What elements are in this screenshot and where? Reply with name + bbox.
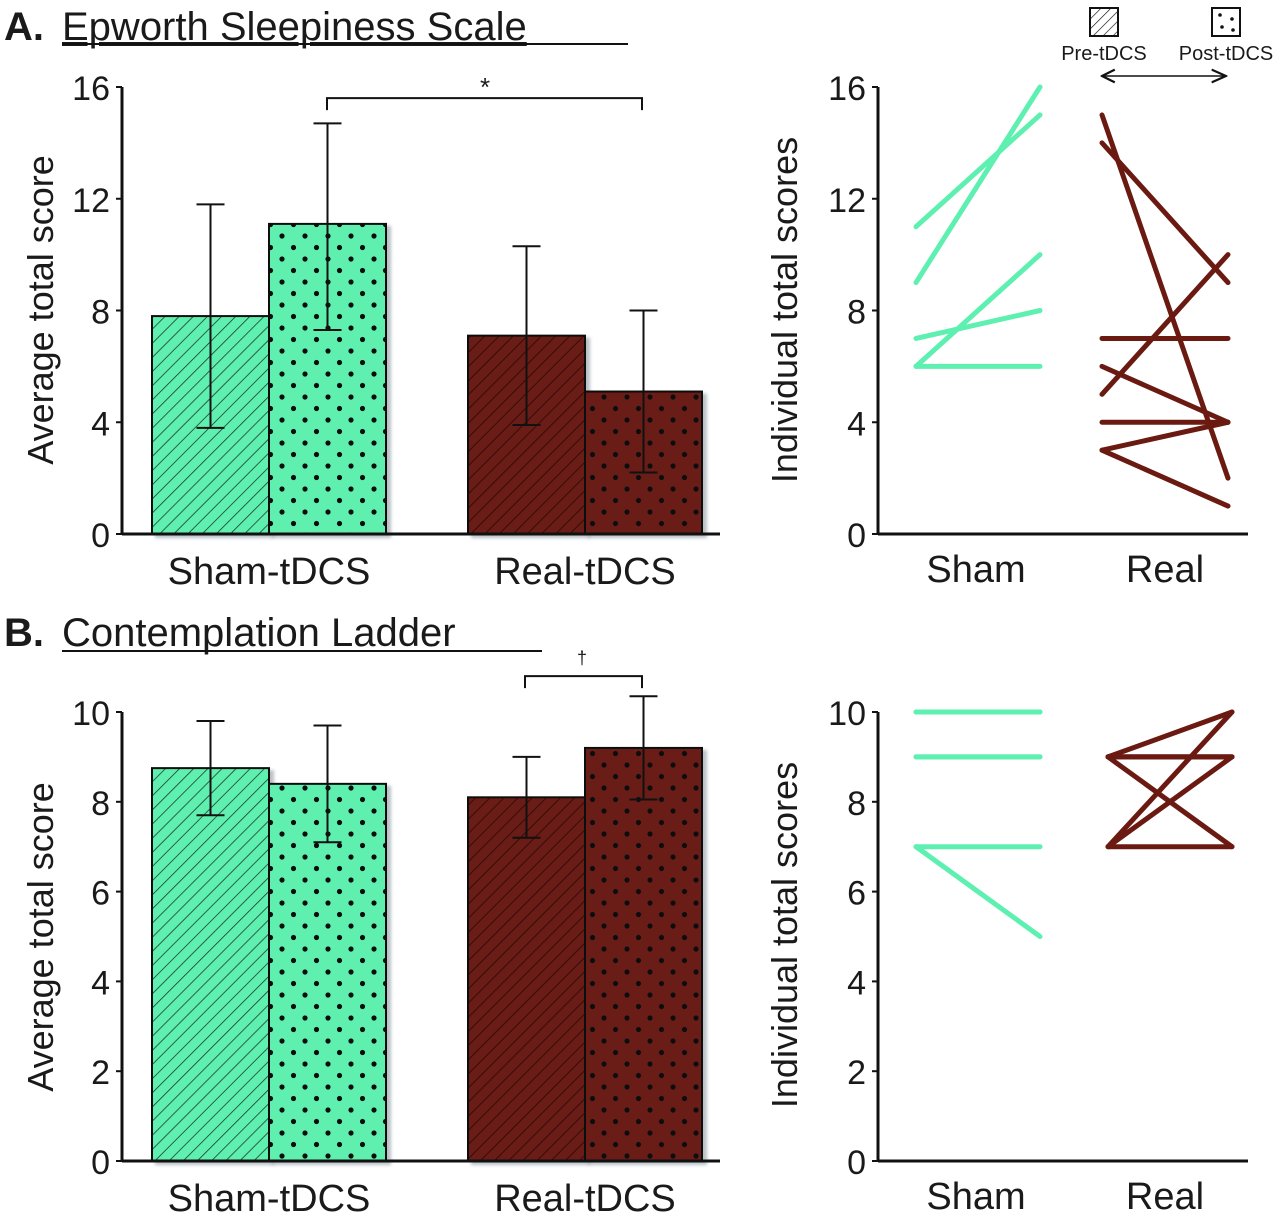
x-category-label: Sham [926, 549, 1025, 591]
y-tick-label: 4 [91, 964, 110, 1002]
x-category-label: Real-tDCS [494, 1178, 676, 1216]
subject-line [1105, 709, 1235, 760]
y-tick-label: 8 [847, 294, 866, 332]
subject-line [913, 308, 1043, 341]
panel-a-title: A. Epworth Sleepiness Scale [4, 5, 628, 49]
bar [584, 746, 703, 1162]
y-tick-label: 6 [847, 875, 866, 913]
y-axis-label: Average total score [20, 155, 61, 465]
y-tick-label: 16 [828, 70, 866, 108]
subject-line [1099, 112, 1231, 481]
significance-bracket [524, 675, 643, 689]
chart-b-bar: Average total score † Sham-tDCS Real-tDCS… [20, 648, 720, 1216]
y-tick-label: 16 [72, 70, 110, 108]
y-tick-label: 8 [91, 785, 110, 823]
y-tick-label: 4 [847, 964, 866, 1002]
significance-bracket [326, 97, 643, 111]
subject-line [1099, 447, 1231, 509]
y-tick-label: 8 [91, 294, 110, 332]
legend-post-dot [1218, 13, 1222, 17]
x-category-label: Real [1126, 549, 1204, 591]
legend-pre-swatch [1089, 7, 1119, 37]
y-tick-label: 0 [91, 517, 110, 555]
legend-post-label: Post-tDCS [1179, 43, 1273, 65]
x-category-label: Real-tDCS [494, 551, 676, 593]
legend-post-swatch [1211, 7, 1241, 37]
x-category-label: Sham [926, 1176, 1025, 1216]
subject-line [913, 844, 1043, 939]
subject-line [1099, 140, 1231, 286]
legend-post-dot [1220, 25, 1224, 29]
y-tick-label: 0 [847, 517, 866, 555]
y-axis-label: Individual total scores [764, 762, 805, 1108]
chart-a-bar: Average total score * Sham-tDCS Real-tDCS… [20, 70, 720, 593]
subject-line [1099, 363, 1231, 425]
y-tick-label: 2 [91, 1054, 110, 1092]
y-tick-label: 6 [91, 875, 110, 913]
bar [268, 782, 387, 1163]
panel-b-title: B. Contemplation Ladder [4, 611, 542, 655]
y-tick-label: 0 [847, 1144, 866, 1182]
bar [151, 767, 270, 1162]
panel-a-letter: A. [4, 5, 44, 49]
y-tick-label: 0 [91, 1144, 110, 1182]
y-tick-label: 2 [847, 1054, 866, 1092]
bar [467, 796, 586, 1162]
sig-label: † [577, 648, 587, 668]
subject-line [913, 112, 1043, 230]
panel-b-letter: B. [4, 611, 44, 655]
subject-line [913, 84, 1043, 286]
chart-b-line: Individual total scores Sham Real 0 2 4 6 8 10 [764, 695, 1248, 1216]
subject-line [1099, 252, 1231, 397]
chart-a-line: Individual total scores Sham Real 0 4 8 12 16 [764, 70, 1248, 591]
x-category-label: Sham-tDCS [168, 1178, 371, 1216]
panel-b-title-text: Contemplation Ladder [62, 611, 456, 655]
panel-a-title-text: Epworth Sleepiness Scale [62, 5, 527, 49]
subject-line [1099, 419, 1231, 453]
y-tick-label: 4 [91, 405, 110, 443]
subject-line [1105, 754, 1235, 850]
y-tick-label: 8 [847, 785, 866, 823]
x-category-label: Real [1126, 1176, 1204, 1216]
y-tick-label: 10 [828, 695, 866, 733]
y-axis-label: Individual total scores [764, 137, 805, 483]
y-tick-label: 12 [72, 182, 110, 220]
y-tick-label: 4 [847, 405, 866, 443]
subject-line [1105, 709, 1235, 850]
y-axis-label: Average total score [20, 782, 61, 1092]
legend-post-dot [1230, 17, 1234, 21]
legend: Pre-tDCS Post-tDCS [1061, 7, 1273, 76]
x-category-label: Sham-tDCS [168, 551, 371, 593]
subject-line [913, 252, 1043, 369]
y-tick-label: 12 [828, 182, 866, 220]
legend-post-dot [1231, 28, 1235, 32]
y-tick-label: 10 [72, 695, 110, 733]
legend-pre-label: Pre-tDCS [1061, 43, 1147, 65]
sig-label: * [480, 72, 490, 102]
